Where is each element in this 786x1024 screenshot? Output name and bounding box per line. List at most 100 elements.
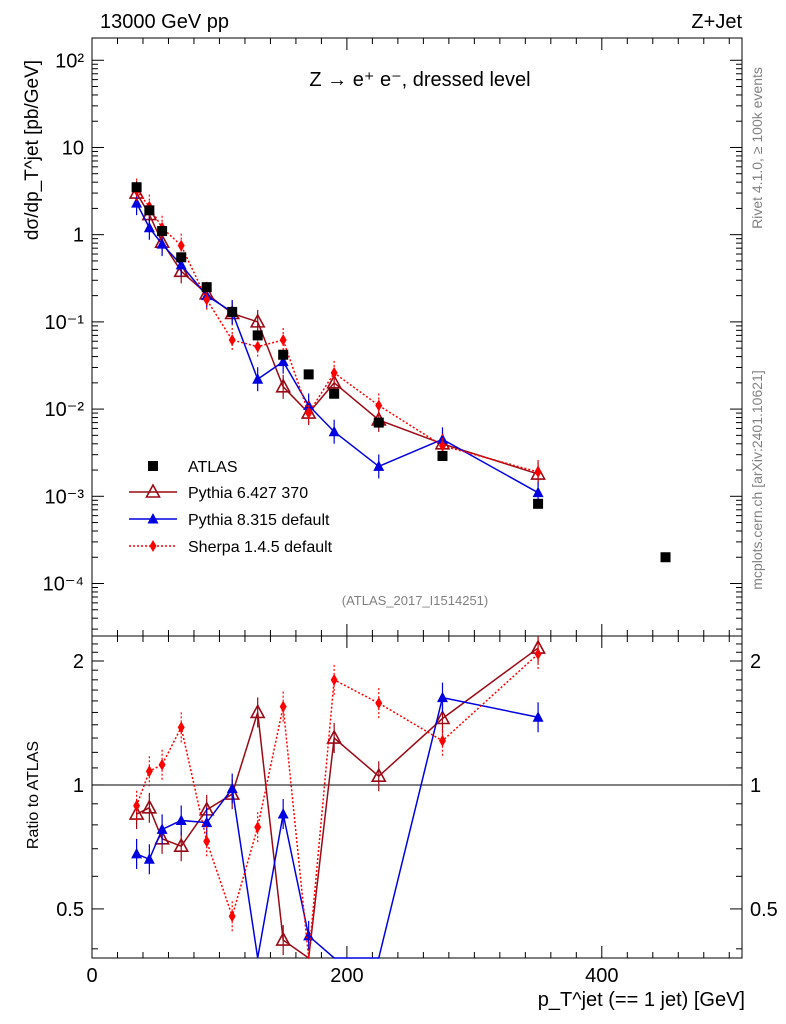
series-line-sherpa-1-4-5-default (136, 190, 539, 473)
data-point-atlas (278, 349, 289, 360)
ratio-point-pythia-8-315-default (226, 782, 238, 794)
ratio-point-sherpa-1-4-5-default (133, 799, 141, 812)
ratio-point-pythia-6-427-370 (326, 729, 343, 744)
ratio-tick-label-right: 2 (750, 651, 761, 673)
ratio-tick-label-right: 1 (750, 775, 761, 797)
point-pythia-8-315-default (175, 258, 187, 270)
ratio-point-pythia-8-315-default (532, 711, 544, 722)
ratio-plot-frame (91, 635, 743, 959)
data-point-atlas (157, 226, 168, 237)
y-tick-label: 10⁻³ (45, 486, 85, 508)
y-tick-label: 10⁻¹ (45, 312, 85, 334)
point-sherpa-1-4-5-default (375, 399, 383, 412)
ratio-tick-label: 1 (73, 775, 84, 797)
legend-label: Sherpa 1.4.5 default (188, 539, 333, 556)
data-point-atlas (227, 306, 238, 317)
ratio-point-sherpa-1-4-5-default (279, 700, 287, 713)
point-sherpa-1-4-5-default (438, 439, 446, 452)
point-sherpa-1-4-5-default (330, 366, 338, 379)
x-tick-label: 400 (585, 965, 618, 987)
ratio-point-pythia-8-315-default (277, 808, 289, 819)
ratio-point-pythia-6-427-370 (249, 703, 266, 719)
point-pythia-8-315-default (131, 197, 143, 208)
chart-title: Z → e⁺ e⁻, dressed level (309, 69, 530, 91)
point-sherpa-1-4-5-default (534, 465, 542, 478)
point-sherpa-1-4-5-default (177, 239, 185, 252)
analysis-id: (ATLAS_2017_I1514251) (342, 593, 488, 608)
point-pythia-8-315-default (156, 238, 168, 249)
point-pythia-8-315-default (373, 460, 385, 471)
x-tick-label: 0 (86, 965, 97, 987)
data-point-atlas (533, 498, 544, 509)
point-pythia-6-427-370 (275, 378, 292, 393)
y-tick-label: 10² (55, 50, 84, 72)
ratio-point-sherpa-1-4-5-default (534, 647, 542, 660)
data-point-atlas (201, 282, 212, 293)
point-pythia-8-315-default (143, 221, 155, 233)
rivet-label: Rivet 4.1.0, ≥ 100k events (749, 67, 765, 229)
legend-marker (149, 540, 157, 552)
ratio-tick-label: 0.5 (56, 899, 84, 921)
mcplots-label: mcplots.cern.ch [arXiv:2401.10621] (749, 370, 765, 589)
ratio-point-pythia-8-315-default (156, 823, 168, 834)
ratio-point-pythia-6-427-370 (141, 799, 158, 814)
point-pythia-6-427-370 (249, 313, 266, 328)
point-sherpa-1-4-5-default (203, 293, 211, 306)
point-pythia-8-315-default (252, 373, 264, 384)
ratio-point-sherpa-1-4-5-default (330, 673, 338, 686)
ratio-point-pythia-6-427-370 (275, 931, 292, 946)
y-tick-label: 10 (62, 137, 84, 159)
ratio-point-pythia-8-315-default (436, 691, 448, 703)
data-point-atlas (176, 252, 187, 263)
x-tick-label: 200 (330, 965, 363, 987)
x-axis-label: p_T^jet (== 1 jet) [GeV] (538, 989, 745, 1011)
y-axis-label: dσ/dp_T^jet [pb/GeV] (22, 60, 43, 240)
process-label: Z+Jet (691, 11, 742, 33)
point-sherpa-1-4-5-default (254, 340, 262, 353)
series-line-pythia-8-315-default (135, 202, 539, 494)
data-point-atlas (131, 182, 142, 193)
point-sherpa-1-4-5-default (228, 333, 236, 346)
point-sherpa-1-4-5-default (279, 333, 287, 346)
point-pythia-8-315-default (532, 486, 544, 498)
ratio-point-sherpa-1-4-5-default (145, 765, 153, 778)
data-point-atlas (437, 450, 448, 461)
ratio-tick-label-right: 0.5 (750, 899, 778, 921)
ratio-point-sherpa-1-4-5-default (158, 758, 166, 771)
legend-marker (145, 483, 161, 498)
data-point-atlas (252, 330, 263, 341)
ratio-point-sherpa-1-4-5-default (375, 697, 383, 710)
ratio-tick-label: 2 (73, 651, 84, 673)
point-pythia-8-315-default (328, 425, 340, 437)
ratio-line-sherpa-1-4-5-default (135, 653, 539, 959)
ratio-point-pythia-8-315-default (201, 816, 213, 828)
ratio-point-pythia-8-315-default (303, 929, 315, 941)
data-point-atlas (329, 388, 340, 399)
data-point-atlas (373, 417, 384, 428)
y-tick-label: 1 (73, 225, 84, 247)
ratio-point-pythia-6-427-370 (173, 837, 190, 853)
legend-marker (147, 513, 159, 524)
point-pythia-8-315-default (277, 355, 289, 367)
y-tick-label: 10⁻² (45, 399, 85, 421)
legend-label: Pythia 6.427 370 (188, 485, 308, 502)
data-point-atlas (144, 205, 155, 216)
ratio-point-sherpa-1-4-5-default (228, 910, 236, 923)
ratio-line-pythia-6-427-370 (136, 647, 539, 960)
point-pythia-6-427-370 (530, 465, 546, 480)
ratio-point-sherpa-1-4-5-default (203, 835, 211, 848)
ratio-point-pythia-6-427-370 (434, 709, 451, 725)
ratio-point-sherpa-1-4-5-default (438, 734, 446, 747)
legend-label: ATLAS (188, 459, 238, 476)
point-pythia-8-315-default (303, 399, 315, 410)
y-tick-label: 10⁻⁴ (43, 573, 84, 595)
ratio-point-pythia-8-315-default (175, 814, 187, 825)
ratio-point-pythia-6-427-370 (370, 767, 387, 783)
ratio-point-pythia-8-315-default (131, 847, 143, 859)
energy-label: 13000 GeV pp (100, 11, 229, 33)
data-point-atlas (303, 369, 314, 380)
data-point-atlas (660, 552, 671, 563)
ratio-point-pythia-8-315-default (143, 853, 155, 864)
ratio-point-sherpa-1-4-5-default (177, 721, 185, 734)
